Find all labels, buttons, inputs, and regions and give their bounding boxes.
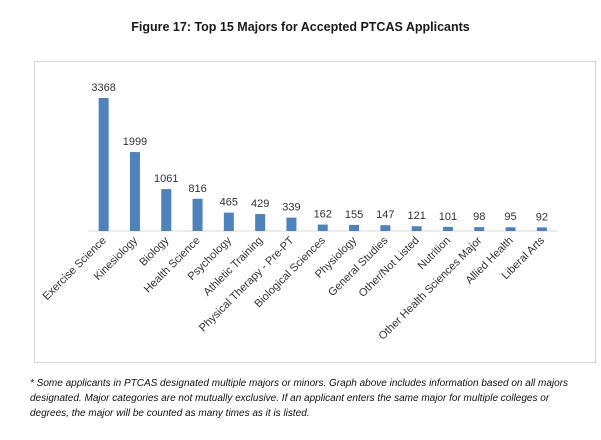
data-label: 155: [345, 209, 363, 221]
bar: [474, 227, 485, 231]
bar: [192, 198, 203, 231]
data-label: 3368: [91, 82, 115, 94]
data-label: 429: [251, 198, 269, 210]
bar: [317, 224, 328, 231]
data-label: 95: [504, 211, 516, 223]
bar: [98, 98, 109, 231]
bar: [349, 224, 360, 231]
data-label: 339: [282, 202, 300, 214]
bar: [255, 214, 266, 231]
data-label: 162: [314, 209, 332, 221]
data-label: 147: [376, 209, 394, 221]
chart-frame: [34, 61, 596, 363]
data-label: 101: [439, 211, 457, 223]
x-tick-label: Other/Not Listed: [357, 235, 422, 300]
bar: [536, 227, 547, 231]
data-label: 98: [473, 211, 485, 223]
data-label: 465: [220, 197, 238, 209]
data-label: 92: [536, 211, 548, 223]
data-label: 816: [188, 183, 206, 195]
bar: [505, 227, 516, 231]
bar: [286, 217, 297, 231]
bar: [161, 189, 172, 231]
bar: [442, 227, 453, 231]
footnote: * Some applicants in PTCAS designated mu…: [30, 378, 569, 419]
data-label: 1061: [154, 173, 178, 185]
bar: [223, 212, 234, 231]
bar: [380, 225, 391, 231]
bar: [411, 226, 422, 231]
chart-title: Figure 17: Top 15 Majors for Accepted PT…: [131, 20, 470, 34]
data-label: 1999: [123, 136, 147, 148]
x-tick-label: Health Science: [142, 235, 203, 296]
data-label: 121: [407, 210, 425, 222]
bar: [129, 152, 140, 231]
